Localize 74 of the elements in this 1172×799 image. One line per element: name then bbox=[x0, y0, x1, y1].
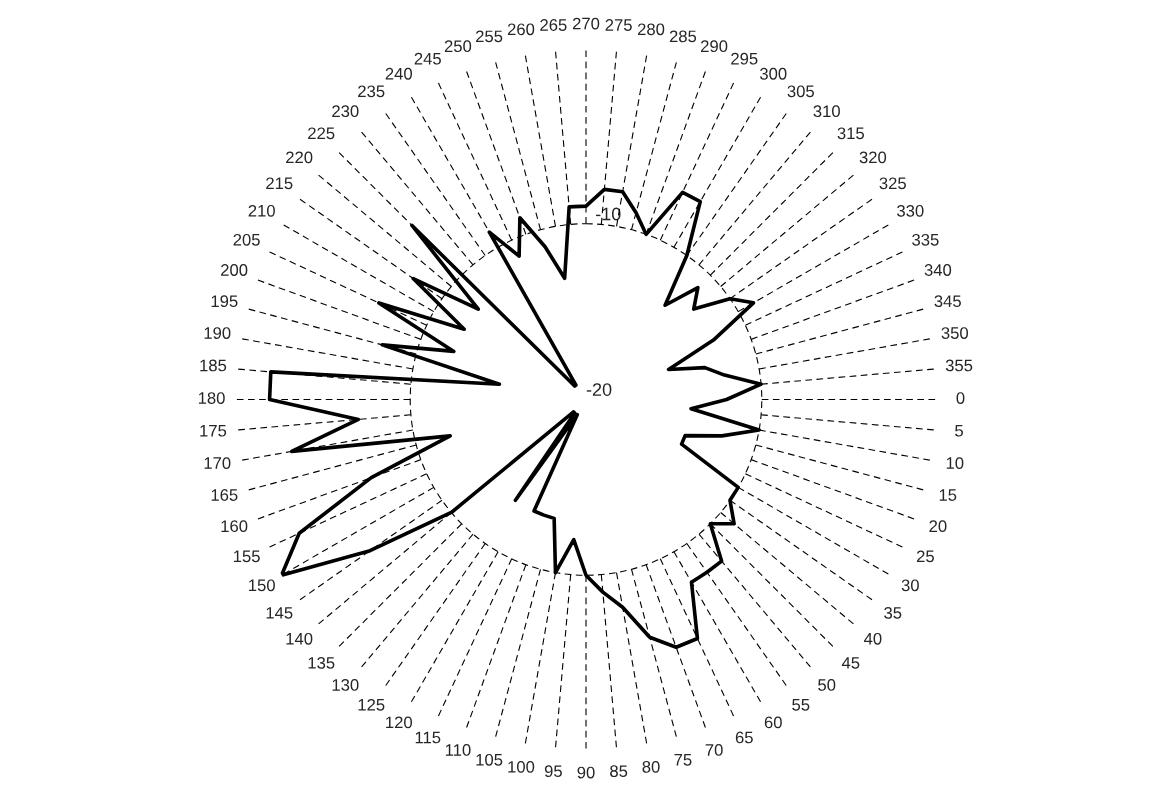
spoke-label: 255 bbox=[476, 30, 503, 43]
spoke-label: 140 bbox=[286, 632, 313, 645]
spoke-label: 240 bbox=[385, 67, 413, 80]
spoke-label: 330 bbox=[897, 204, 924, 217]
spoke-label: 130 bbox=[332, 679, 359, 691]
spoke-label: 15 bbox=[939, 489, 957, 501]
spoke-label: 70 bbox=[705, 744, 723, 756]
spoke-label: 20 bbox=[929, 520, 947, 533]
spoke-label: 50 bbox=[818, 679, 836, 691]
spoke-label: 10 bbox=[946, 457, 964, 469]
spoke-label: 195 bbox=[211, 295, 238, 308]
spoke-label: 25 bbox=[916, 550, 934, 563]
spoke-label: 145 bbox=[266, 607, 293, 619]
y-tick-label: -10 bbox=[596, 207, 621, 221]
spoke-label: 160 bbox=[221, 520, 248, 533]
spoke-label: 85 bbox=[610, 765, 628, 778]
spoke-label: 105 bbox=[476, 753, 503, 766]
spoke-label: 220 bbox=[286, 151, 313, 164]
y-tick-label: -20 bbox=[586, 383, 612, 396]
spoke-label: 350 bbox=[941, 327, 969, 339]
spoke-label: 200 bbox=[221, 264, 248, 276]
spoke-label: 235 bbox=[358, 85, 385, 98]
spoke-label: 210 bbox=[248, 204, 275, 217]
spoke-label: 190 bbox=[204, 327, 231, 339]
spoke-label: 225 bbox=[308, 127, 335, 140]
spoke-label: 60 bbox=[764, 716, 782, 729]
spoke-label: 5 bbox=[955, 424, 963, 437]
spoke-label: 205 bbox=[233, 233, 260, 246]
spoke-label: 125 bbox=[358, 698, 385, 711]
spoke-label: 115 bbox=[415, 731, 441, 744]
spoke-label: 285 bbox=[669, 30, 697, 43]
spoke-label: 0 bbox=[956, 392, 965, 404]
spoke-label: 275 bbox=[605, 19, 632, 31]
spoke-label: 260 bbox=[507, 23, 535, 36]
spoke-label: 135 bbox=[308, 656, 335, 669]
spoke-label: 305 bbox=[787, 85, 814, 98]
spoke-label: 250 bbox=[444, 40, 472, 53]
spoke-label: 340 bbox=[924, 264, 952, 276]
spoke-label: 35 bbox=[884, 606, 902, 619]
spoke-label: 75 bbox=[674, 754, 692, 766]
spoke-label: 45 bbox=[841, 657, 860, 669]
spoke-label: 185 bbox=[200, 359, 227, 372]
spoke-label: 245 bbox=[414, 52, 441, 65]
spoke-label: 120 bbox=[386, 716, 413, 729]
spoke-label: 310 bbox=[813, 105, 840, 118]
spoke-label: 100 bbox=[508, 760, 535, 773]
spoke-label: 335 bbox=[912, 233, 939, 246]
spoke-label: 30 bbox=[901, 579, 919, 592]
spoke-label: 180 bbox=[198, 392, 225, 404]
spoke-label: 215 bbox=[266, 177, 293, 190]
spoke-label: 155 bbox=[233, 550, 260, 563]
spoke-label: 345 bbox=[934, 295, 961, 308]
spoke-label: 95 bbox=[544, 765, 562, 778]
spoke-label: 170 bbox=[204, 457, 231, 469]
spoke-label: 325 bbox=[879, 177, 906, 190]
spoke-label: 40 bbox=[863, 632, 882, 645]
spoke-label: 55 bbox=[792, 699, 810, 711]
spoke-label: 230 bbox=[332, 105, 359, 118]
spoke-label: 80 bbox=[642, 760, 660, 773]
spoke-label: 270 bbox=[572, 17, 600, 30]
spoke-label: 300 bbox=[759, 67, 787, 80]
spoke-label: 165 bbox=[211, 489, 238, 501]
spoke-label: 65 bbox=[735, 731, 753, 744]
spoke-label: 295 bbox=[731, 52, 758, 65]
spoke-label: 265 bbox=[540, 19, 567, 31]
spoke-label: 175 bbox=[200, 424, 227, 437]
spoke-label: 110 bbox=[445, 744, 471, 756]
spoke-label: 315 bbox=[837, 127, 864, 140]
spoke-label: 290 bbox=[701, 40, 728, 53]
spoke-label: 280 bbox=[637, 23, 665, 36]
spoke-label: 150 bbox=[249, 579, 275, 592]
spoke-label: 355 bbox=[945, 359, 973, 372]
spoke-label: 90 bbox=[577, 766, 595, 779]
spoke-label: 320 bbox=[859, 151, 887, 164]
